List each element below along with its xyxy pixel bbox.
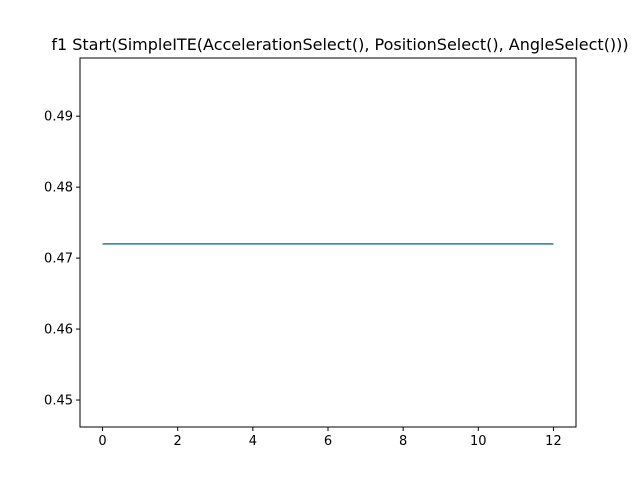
x-tick-label: 2 <box>174 434 182 449</box>
x-tick-label: 10 <box>470 434 487 449</box>
y-tick-label: 0.48 <box>44 181 73 196</box>
plot-frame <box>79 57 577 428</box>
x-tick-label: 8 <box>399 434 407 449</box>
chart-title: f1 Start(SimpleITE(AccelerationSelect(),… <box>51 35 628 54</box>
x-tick-label: 4 <box>249 434 257 449</box>
y-tick-label: 0.49 <box>44 110 73 125</box>
y-tick-label: 0.45 <box>44 394 73 409</box>
y-axis-ticks: 0.45 0.46 0.47 0.48 0.49 <box>44 110 80 409</box>
x-axis-ticks: 0 2 4 6 8 10 12 <box>98 427 562 449</box>
x-tick-label: 6 <box>324 434 332 449</box>
y-tick-label: 0.46 <box>44 323 73 338</box>
x-tick-label: 12 <box>545 434 562 449</box>
x-tick-label: 0 <box>98 434 106 449</box>
y-tick-label: 0.47 <box>44 252 73 267</box>
